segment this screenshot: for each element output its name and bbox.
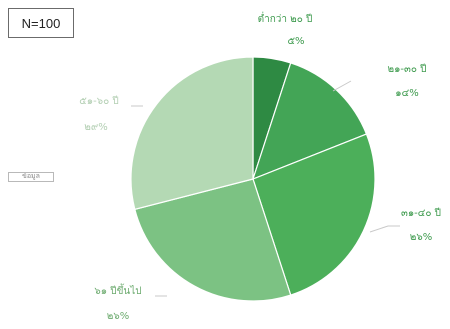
- leader-line: [369, 225, 400, 233]
- pie-slice: [252, 133, 376, 296]
- slice-value-label: ๒๖%: [107, 311, 129, 322]
- slice-value-label: ๑๔%: [395, 88, 418, 99]
- slice-value-label: ๕%: [287, 36, 304, 47]
- slice-category-label: ๒๑-๓๐ ปี: [387, 63, 426, 75]
- slice-category-label: ๖๑ ปีขึ้นไป: [94, 283, 141, 297]
- slice-category-label: ต่ำกว่า ๒๐ ปี: [258, 11, 313, 25]
- leader-line: [332, 80, 352, 92]
- slice-category-label: ๓๑-๔๐ ปี: [401, 207, 441, 219]
- slice-value-label: ๒๙%: [84, 122, 107, 133]
- slice-value-label: ๒๖%: [410, 232, 432, 243]
- sample-size-box: N=100: [8, 8, 74, 38]
- pie-slice: [134, 178, 292, 302]
- pie-slice: [130, 56, 254, 211]
- side-tag: ข้อมูล: [8, 172, 54, 182]
- pie-slice: [252, 62, 368, 181]
- slice-category-label: ๕๑-๖๐ ปี: [79, 95, 119, 107]
